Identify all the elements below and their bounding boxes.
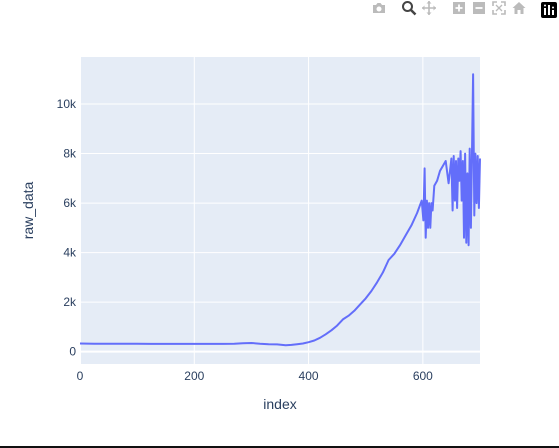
autoscale-icon <box>491 0 507 21</box>
modebar <box>359 0 559 20</box>
page-bottom-border <box>0 446 559 448</box>
x-axis-title: index <box>263 396 296 412</box>
x-tick-label: 200 <box>184 369 204 383</box>
y-tick-label: 6k <box>63 196 77 210</box>
y-tick-label: 10k <box>57 97 77 111</box>
zoom-in-button[interactable] <box>449 0 469 20</box>
plotly-logo-icon <box>541 2 557 18</box>
y-axis-title: raw_data <box>20 181 36 239</box>
series-layer <box>79 73 481 347</box>
y-tick-label: 8k <box>63 147 77 161</box>
zoom-out-icon <box>471 0 487 21</box>
home-button[interactable] <box>509 0 529 20</box>
x-tick-label: 600 <box>413 369 433 383</box>
zoom-icon <box>401 0 417 21</box>
y-tick-label: 0 <box>69 345 76 359</box>
zoom-button[interactable] <box>399 0 419 20</box>
zoom-in-icon <box>451 0 467 21</box>
y-tick-label: 2k <box>63 295 77 309</box>
series-line[interactable] <box>79 73 481 347</box>
zero-line <box>79 57 480 364</box>
tick-labels: 0 200 400 600 0 2k 4k 6k 8k 10k <box>57 97 434 383</box>
plotly-logo-button[interactable] <box>539 0 559 20</box>
camera-button[interactable] <box>369 0 389 20</box>
grid-lines <box>80 57 480 364</box>
zoom-out-button[interactable] <box>469 0 489 20</box>
autoscale-button[interactable] <box>489 0 509 20</box>
x-tick-label: 400 <box>299 369 319 383</box>
pan-button[interactable] <box>419 0 439 20</box>
camera-icon <box>371 0 387 21</box>
pan-icon <box>421 0 437 21</box>
plot-area[interactable] <box>80 57 480 364</box>
home-icon <box>511 0 527 21</box>
y-tick-label: 4k <box>63 246 77 260</box>
x-tick-label: 0 <box>77 369 84 383</box>
